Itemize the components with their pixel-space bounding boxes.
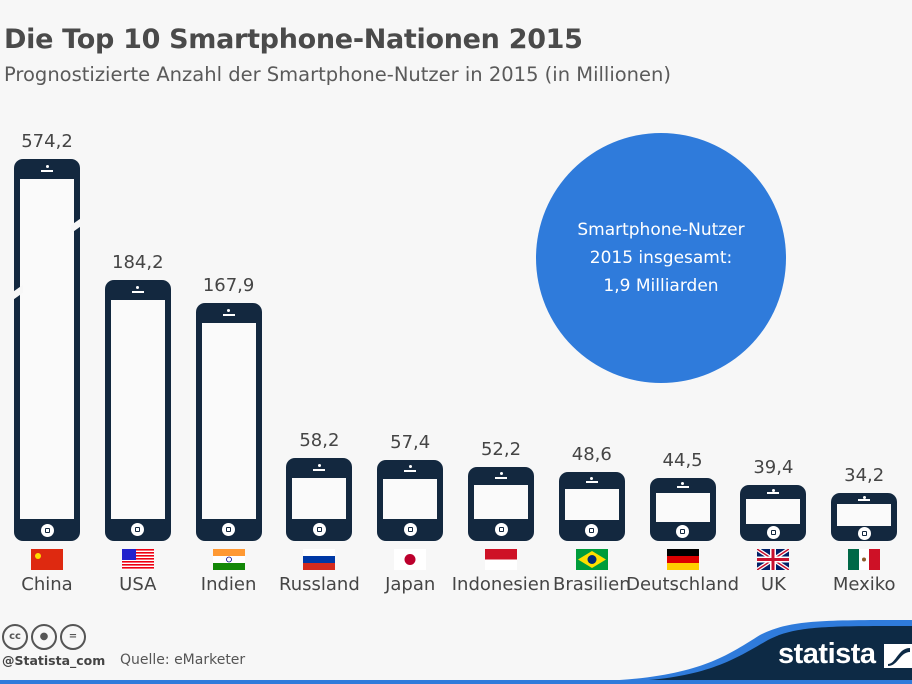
nd-icon: = bbox=[60, 624, 86, 650]
phone-screen bbox=[474, 484, 528, 519]
bar-deutschland bbox=[649, 477, 716, 541]
value-label: 39,4 bbox=[753, 457, 794, 479]
home-button-icon bbox=[131, 523, 145, 537]
flag-gb-icon bbox=[757, 549, 790, 570]
value-label: 52,2 bbox=[480, 438, 522, 460]
bar-indien bbox=[195, 302, 262, 541]
value-label: 57,4 bbox=[390, 431, 431, 453]
category-label: Japan bbox=[385, 574, 436, 595]
value-label: 48,6 bbox=[571, 444, 612, 466]
phone-screen bbox=[746, 498, 801, 525]
phone-screen bbox=[655, 493, 710, 523]
flag-in-icon bbox=[212, 549, 245, 570]
home-button-icon bbox=[766, 526, 780, 540]
bar-mexiko bbox=[831, 492, 898, 541]
home-button-icon bbox=[222, 523, 236, 537]
phone-screen bbox=[564, 488, 619, 521]
flag-br-icon bbox=[575, 549, 608, 570]
flag-ru-icon bbox=[303, 549, 336, 570]
bar-usa bbox=[104, 279, 171, 541]
statista-handle: @Statista_com bbox=[2, 653, 106, 668]
flag-us-icon bbox=[121, 549, 154, 570]
bottom-stripe bbox=[0, 680, 912, 684]
category-label: Brasilien bbox=[552, 574, 631, 595]
phone-screen bbox=[20, 179, 74, 519]
total-callout: Smartphone-Nutzer 2015 insgesamt: 1,9 Mi… bbox=[536, 133, 786, 383]
value-label: 58,2 bbox=[299, 430, 340, 452]
home-button-icon bbox=[403, 523, 417, 537]
callout-line-1: Smartphone-Nutzer bbox=[577, 220, 745, 240]
chart-subtitle: Prognostizierte Anzahl der Smartphone-Nu… bbox=[4, 63, 671, 86]
category-label: UK bbox=[760, 574, 786, 595]
value-label: 574,2 bbox=[21, 131, 73, 152]
flag-mx-icon bbox=[848, 549, 881, 570]
home-button-icon bbox=[857, 527, 871, 541]
flag-jp-icon bbox=[394, 549, 427, 570]
chart-area: 574,2 China 184,2 USA 167,9 Indien 58,2 Russlan… bbox=[11, 131, 898, 595]
phone-screen bbox=[292, 478, 347, 519]
statista-logo: statista bbox=[778, 638, 876, 670]
category-label: China bbox=[21, 574, 73, 595]
bar-russland bbox=[286, 458, 353, 541]
statista-logo-icon bbox=[884, 644, 912, 668]
phone-screen bbox=[110, 299, 165, 519]
category-label: Indien bbox=[200, 574, 257, 595]
callout-line-2: 2015 insgesamt: bbox=[589, 248, 733, 268]
value-label: 44,5 bbox=[662, 449, 703, 471]
category-label: Mexiko bbox=[832, 574, 896, 595]
bar-china bbox=[11, 159, 83, 541]
home-button-icon bbox=[585, 524, 599, 538]
home-button-icon bbox=[494, 523, 508, 537]
value-label: 184,2 bbox=[112, 251, 164, 273]
chart-title: Die Top 10 Smartphone-Nationen 2015 bbox=[4, 24, 583, 55]
value-label: 34,2 bbox=[844, 464, 885, 486]
bar-indonesien bbox=[468, 466, 534, 541]
bar-brasilien bbox=[558, 472, 625, 541]
home-button-icon bbox=[676, 525, 690, 539]
bar-japan bbox=[377, 459, 444, 541]
value-label: 167,9 bbox=[202, 274, 255, 296]
category-label: Indonesien bbox=[451, 574, 551, 595]
phone-screen bbox=[201, 322, 256, 519]
footer-banner bbox=[560, 620, 912, 684]
category-label: Deutschland bbox=[626, 574, 740, 595]
home-button-icon bbox=[312, 523, 326, 537]
category-label: Russland bbox=[279, 574, 360, 595]
callout-line-3: 1,9 Milliarden bbox=[603, 276, 719, 296]
home-button-icon bbox=[40, 523, 54, 537]
phone-screen bbox=[383, 479, 438, 519]
phone-screen bbox=[837, 504, 892, 527]
category-label: USA bbox=[119, 574, 157, 595]
license-icons: cc ● = bbox=[2, 624, 89, 650]
source-text: Quelle: eMarketer bbox=[120, 652, 246, 668]
flag-de-icon bbox=[666, 549, 699, 570]
cc-icon: cc bbox=[2, 624, 28, 650]
by-icon: ● bbox=[31, 624, 57, 650]
bar-uk bbox=[740, 485, 807, 541]
flag-cn-icon bbox=[31, 549, 63, 570]
flag-id-icon bbox=[485, 549, 517, 570]
